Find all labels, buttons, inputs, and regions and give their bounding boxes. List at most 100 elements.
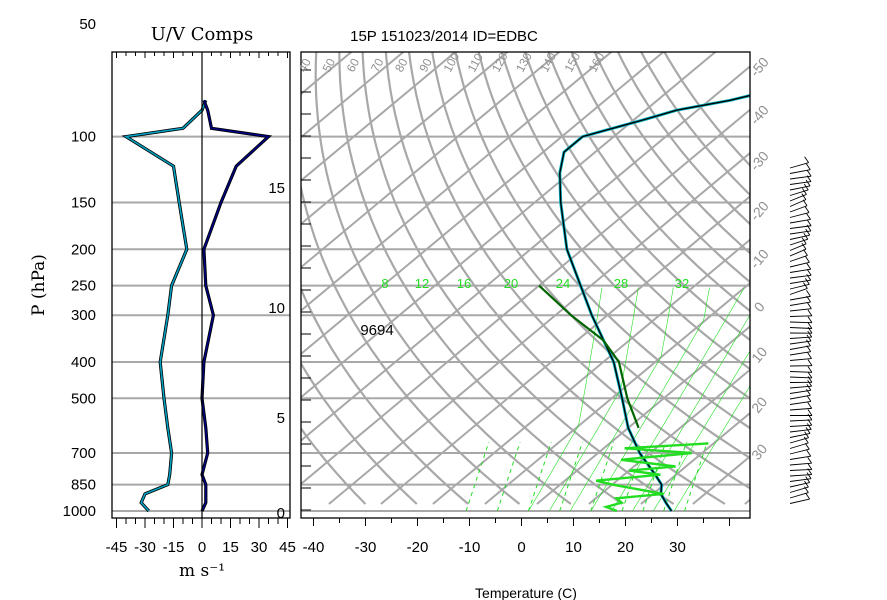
wind-barb-flag [806, 175, 812, 182]
moist-adiabat [653, 350, 750, 512]
wind-barb-flag [804, 431, 810, 438]
wind-barb-flag [807, 413, 813, 421]
pressure-tick-1000: 1000 [63, 503, 96, 520]
wind-barb-staff [789, 185, 811, 191]
wind-barb-flag [806, 224, 812, 232]
temperature-tick-20: 20 [617, 539, 634, 556]
uv-gridlines [112, 135, 290, 512]
wind-barb-flag [801, 237, 807, 245]
wind-barb-flag [804, 480, 809, 488]
dry-adiabat-extra [301, 182, 521, 505]
wind-barb-flag [807, 371, 813, 379]
temperature-tick--10: -10 [459, 539, 481, 556]
temperature-tick-0: 0 [517, 539, 525, 556]
dry-adiabat-50 [407, 52, 750, 490]
isotherm [536, 325, 750, 505]
height-tick-15: 15 [268, 180, 285, 197]
wind-barb-flag [806, 339, 811, 347]
wind-barb-flag [807, 402, 813, 409]
temperature-tick--20: -20 [407, 539, 429, 556]
parcel-series [538, 284, 640, 429]
dry-adiabat-120 [570, 52, 750, 284]
wind-barb-flag [803, 232, 809, 240]
temperature-tick--40: -40 [303, 539, 325, 556]
mixing-label-20: 20 [504, 276, 518, 291]
wind-barb-flag [805, 278, 810, 285]
wind-barb-staff [789, 492, 809, 499]
isotherm-label-10: 10 [748, 344, 770, 366]
wind-barb-flag [804, 206, 810, 213]
wind-barb-flag [807, 326, 813, 334]
dry-adiabat-100 [524, 52, 750, 342]
skewt-frame [300, 51, 751, 519]
isotherm-label-20: 20 [748, 394, 770, 416]
wind-barb-flag [807, 409, 813, 416]
wind-barb-flag [806, 295, 811, 303]
wind-barb-flag [801, 242, 807, 250]
wind-barb-flag [804, 442, 810, 450]
wind-barb-flag [806, 213, 811, 220]
wind-barb-staff [789, 248, 807, 257]
wind-barb-staff [789, 455, 811, 460]
dry-adiabat-70 [454, 52, 750, 430]
wind-barb-flag [806, 384, 812, 391]
wind-barb-flag [806, 219, 812, 226]
wind-barb-staff [789, 407, 812, 411]
wind-barb-flag [805, 163, 811, 170]
pressure-tick-100: 100 [71, 129, 96, 146]
mixing-label-28: 28 [614, 276, 628, 291]
wind-barb-flag [805, 427, 811, 434]
pressure-tick-50: 50 [79, 16, 96, 33]
wind-barb-staff [789, 498, 810, 504]
pressure-tick-labels: 50 100 150 200 250 300 400 500 700 850 1000 [63, 16, 96, 520]
isotherm [588, 368, 750, 505]
temperature-tick-10: 10 [565, 539, 582, 556]
isotherm [640, 411, 750, 505]
uv-x-axis-label: m s⁻¹ [179, 561, 225, 581]
wind-barb-flag [805, 256, 810, 263]
isotherm [484, 281, 750, 505]
wind-barb-flag [804, 486, 809, 493]
isotherm [301, 52, 457, 182]
isotherm [301, 52, 613, 312]
temperature-tick-marks [313, 518, 730, 526]
wind-barb-flag [803, 436, 809, 444]
wind-barb-flag [807, 463, 813, 470]
theta-labels: 40 50 60 70 80 90 100 110 120 130 140 150 160 [295, 50, 607, 75]
wind-barb-flag [807, 376, 813, 383]
wind-barb-staff [789, 315, 812, 317]
skewt-plot-area [301, 52, 750, 513]
wind-barb-flag [805, 179, 811, 187]
wind-barb-flag [806, 169, 812, 177]
wind-barb-flag [807, 309, 813, 317]
wind-barb-flag [803, 249, 808, 256]
wind-barb-staff [789, 261, 810, 268]
uv-panel-title: U/V Comps [151, 24, 253, 45]
wind-barb-staff [789, 400, 811, 405]
chart-title: 15P 151023/2014 ID=EDBC [350, 28, 538, 45]
wind-barb-staff [789, 321, 812, 324]
isotherm-label-0: 0 [751, 299, 768, 315]
wind-barb-staff [789, 189, 809, 196]
temperature-tick--30: -30 [355, 539, 377, 556]
wind-barb-staff [789, 255, 808, 262]
dry-adiabat-130 [593, 52, 750, 255]
wind-barb-flag [805, 228, 811, 236]
wind-barb-staff [789, 212, 810, 218]
pressure-tick-400: 400 [71, 354, 96, 371]
wind-barb-flag [804, 156, 810, 163]
wind-barb-staff [789, 238, 808, 246]
pressure-axis-label: P (hPa) [29, 254, 49, 316]
uv-xtick--45: -45 [106, 539, 128, 556]
moist-adiabats [528, 287, 750, 512]
wind-barb-staff [789, 351, 811, 356]
wind-barb-staff [789, 288, 808, 295]
height-axis: 15 10 5 0 [268, 69, 311, 522]
temperature-tick-labels: -40 -30 -20 -10 0 10 20 30 [303, 539, 686, 556]
wind-barb-staff [789, 308, 812, 312]
pressure-tick-850: 850 [71, 477, 96, 494]
wind-barb-staff [789, 205, 808, 213]
isotherm [380, 195, 750, 505]
wind-barb-staff [789, 283, 810, 290]
